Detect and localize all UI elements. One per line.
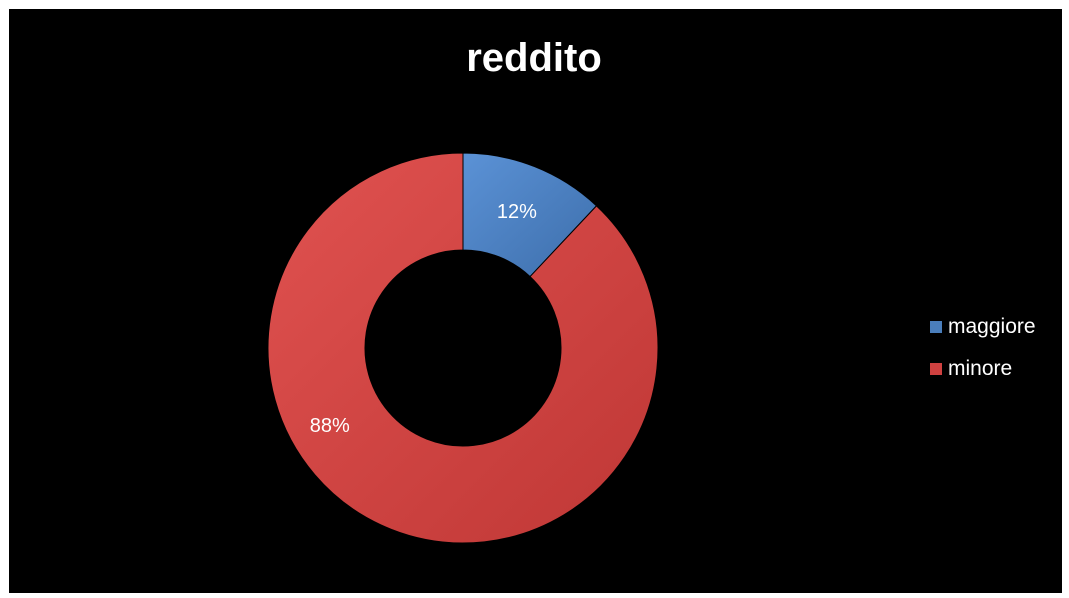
legend-swatch-maggiore — [930, 320, 942, 333]
donut-slice-minore — [267, 152, 659, 544]
legend-item-maggiore: maggiore — [930, 313, 1036, 340]
legend-item-minore: minore — [930, 355, 1036, 382]
legend-label-minore: minore — [948, 356, 1013, 380]
chart-title: reddito — [466, 36, 602, 80]
legend: maggiore minore — [930, 313, 1036, 397]
legend-swatch-minore — [930, 362, 942, 375]
data-label-maggiore: 12% — [497, 201, 537, 223]
data-label-minore: 88% — [310, 415, 350, 437]
legend-label-maggiore: maggiore — [948, 314, 1036, 338]
